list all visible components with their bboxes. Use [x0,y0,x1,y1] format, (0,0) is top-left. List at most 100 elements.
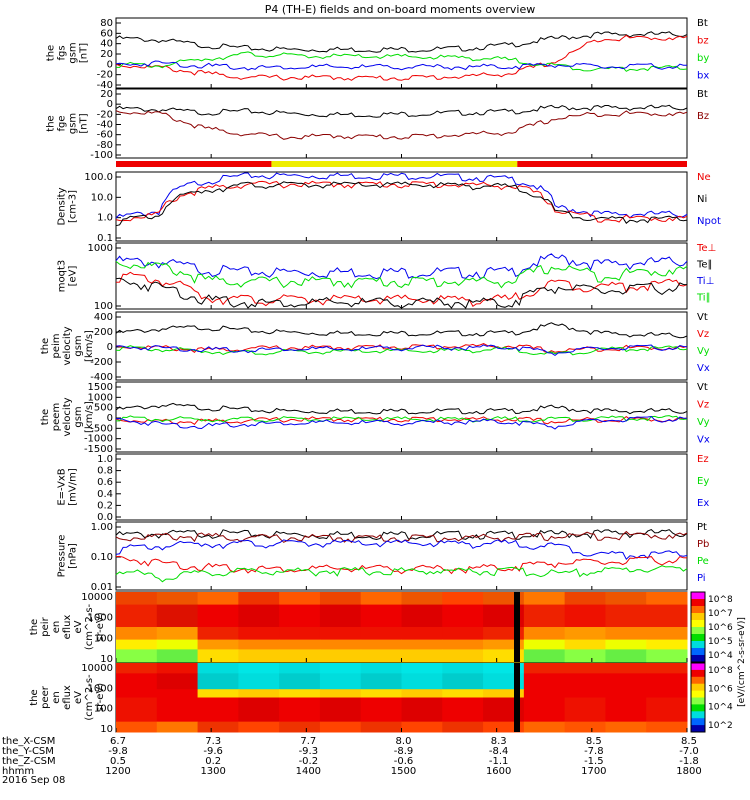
series-line [115,415,688,425]
axis-row-value: -9.3 [299,746,319,757]
colorbar-cell [691,704,705,712]
heatmap-cell [564,663,606,674]
panel-2: 100.0 10.0 1.0 0.1 Density[cm-3] Ne Ni Npot [57,171,721,244]
heatmap-cell [319,639,362,650]
heatmap-cell [605,649,647,663]
heatmap-cell [483,639,525,650]
series-line [115,104,688,118]
y-axis-label-line: the [29,689,40,705]
series-line [115,277,688,309]
colorbar-cell [691,648,705,656]
heatmap-cell [442,663,484,674]
colorbar-cell [691,663,705,671]
heatmap-cell [360,689,402,698]
heatmap-cell [442,689,484,698]
heatmap-cell [442,721,484,733]
y-tick-label: 10 [100,654,113,665]
data-gap [514,592,520,662]
heatmap-cell [319,592,362,606]
axis-row-label: the_Y-CSM [2,746,54,757]
axis-row-value: -1.5 [584,756,604,767]
colorbar-cell [691,676,705,685]
y-axis-label-line: moqt3 [57,260,68,293]
y-axis-label: E=-VxB[mV/m] [57,468,79,506]
y-axis-label-line: eflux [62,685,73,710]
y-tick-label: 40 [100,39,113,50]
heatmap-cell [401,697,443,723]
y-tick-label: -60 [97,130,113,141]
colorbar-tick-label: 10^4 [708,651,733,661]
series-line [115,253,688,280]
y-axis-label-line: sr-eV) [95,612,106,641]
heatmap-cell [279,604,321,628]
y-tick-label: 20 [100,89,113,100]
heatmap-cell [116,627,158,641]
axis-row-value: 1400 [296,766,321,777]
legend-entry: Pe [697,556,709,567]
colorbar-cell [691,683,705,692]
heatmap-cell [564,592,606,606]
colorbar-cell [691,599,705,607]
axis-row-value: -1.8 [679,756,699,767]
y-axis-label-line: the [29,619,40,635]
y-axis-label-line: [km/s] [84,401,95,433]
y-axis-label-line: fge [57,115,68,131]
heatmap-cell [483,689,525,698]
y-tick-label: -40 [97,80,113,91]
colorbar: 10^8 10^6 10^4 10^2 [690,662,733,733]
y-axis-label: thefgsgsm[nT] [46,42,90,63]
y-axis-label-line: gsm [68,113,79,134]
heatmap-cell [116,649,158,663]
heatmap-cell [238,592,280,606]
y-axis-label-line: [cm-3] [68,190,79,223]
heatmap-cell [605,592,647,606]
y-axis-label-line: the [40,409,51,425]
heatmap-cell [279,689,321,698]
heatmap-cell [646,697,688,723]
heatmap-cell [197,592,239,606]
panel-7: 1.00 0.10 0.01 Pressure[nPa] Pt Pb Pe Pi [57,521,709,593]
heatmap-cell [523,689,566,698]
heatmap-cell [564,649,606,663]
heatmap-cell [605,697,647,723]
series-line [115,344,688,357]
y-tick-label: 0.8 [97,466,113,477]
heatmap-cell [401,592,443,606]
axis-row-value: 1500 [391,766,416,777]
heatmap-cell [646,673,688,690]
axis-row-value: -7.0 [679,746,699,757]
y-axis-label-line: Density [57,187,68,225]
heatmap-cell [116,721,158,733]
axis-row-value: 1600 [486,766,511,777]
colorbar-cell [691,711,705,719]
heatmap-cell [401,673,443,690]
y-tick-label: -80 [97,140,113,151]
y-tick-label: 1.0 [97,213,113,224]
axis-row-value: -0.2 [299,756,319,767]
colorbar-tick-label: 10^8 [708,595,733,605]
axis-row-value: 7.7 [300,736,316,747]
legend-entry: Vx [697,435,710,446]
series-line [115,415,688,430]
colorbar-tick-label: 10^2 [708,721,733,731]
heatmap-cell [319,604,362,628]
colorbar-cell [691,669,705,678]
series-line [115,529,688,541]
colorbar: 10^8 10^7 10^6 10^5 10^4 [690,591,733,663]
heatmap-cell [279,663,321,674]
series-line [115,539,688,561]
y-tick-label: 1000 [88,243,113,254]
colorbar-cell [691,718,705,726]
y-axis-label-line: velocity [62,326,73,365]
heatmap-cell [156,689,199,698]
series-line [115,110,688,140]
y-axis-label-line: [mV/m] [68,468,79,506]
heatmap-cell [523,663,566,674]
colorbar-tick-label: 10^4 [708,703,733,713]
y-tick-label: -40 [97,120,113,131]
heatmap-cell [197,721,239,733]
axis-row-value: -0.6 [394,756,414,767]
axis-row-label: the_Z-CSM [2,756,56,767]
heatmap-cell [523,649,566,663]
y-axis-label-line: sr-eV) [95,683,106,712]
